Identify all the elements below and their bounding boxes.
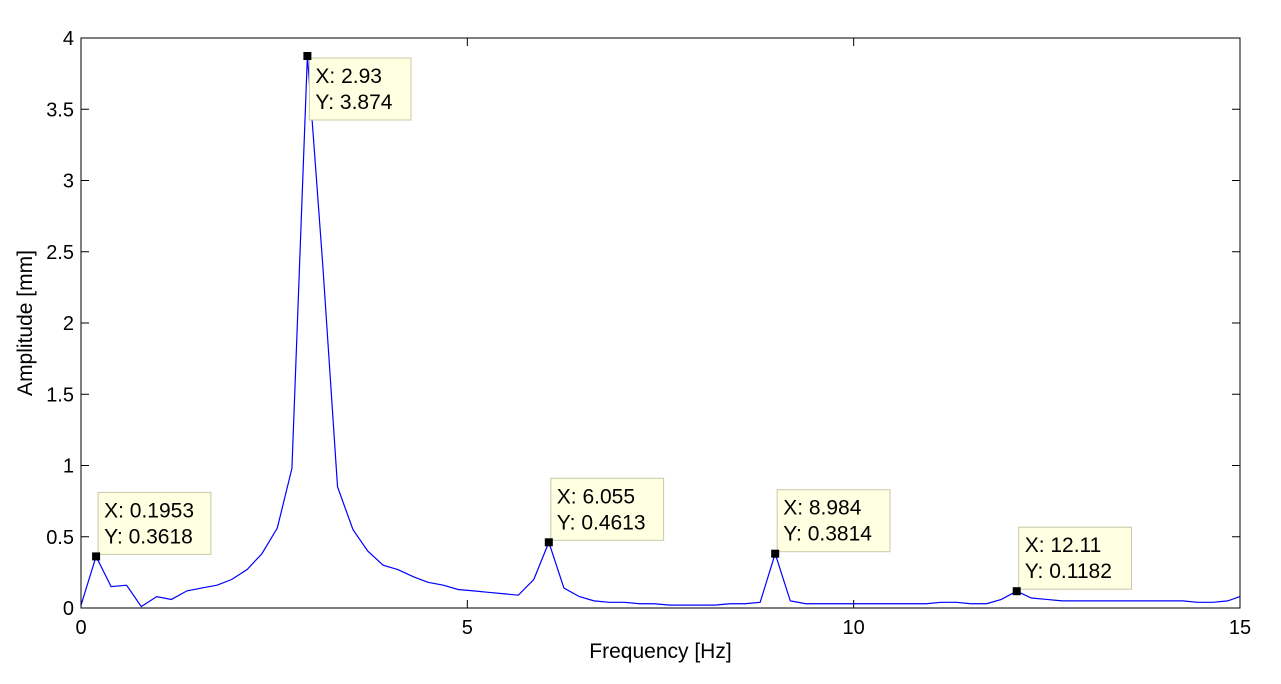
y-tick-label: 4 [63,28,74,50]
series-line-0 [80,55,1241,608]
datatip[interactable]: X: 2.93 Y: 3.874 [303,52,412,121]
datatip-x-label: X: 2.93 [315,65,382,88]
datatip-y-label: Y: 0.1182 [1025,560,1112,583]
x-tick-label: 0 [75,617,86,639]
datatip-x-label: X: 8.984 [783,497,862,520]
y-tick-label: 1.5 [46,384,74,406]
datatip-x-label: X: 6.055 [557,485,635,508]
datatip-x-label: X: 12.11 [1025,534,1102,557]
datatip-box [776,489,891,553]
datatip-y-label: Y: 0.3814 [783,523,872,546]
datatip-marker[interactable] [92,552,101,561]
x-tick-label: 5 [462,617,473,639]
datatips-layer: X: 0.1953 Y: 0.3618 X: 2.93 Y: 3.874 X: 6.05… [92,52,1133,596]
datatip-marker[interactable] [303,52,312,60]
y-tick-label: 1 [63,456,74,478]
datatip-marker[interactable] [544,538,553,547]
y-tick-label: 3.5 [46,99,74,121]
y-tick-label: 2.5 [46,242,74,264]
axis-ticks: 0 5 10 15 0 0.5 1 1.5 2 2.5 3 3.5 4 [46,28,1251,639]
datatip[interactable]: X: 12.11 Y: 0.1182 [1012,526,1133,596]
datatip-box [308,57,412,121]
y-tick-label: 3 [63,171,74,193]
datatip-box [1018,526,1133,590]
datatip[interactable]: X: 0.1953 Y: 0.3618 [92,491,212,561]
datatip-y-label: Y: 0.4613 [557,511,646,534]
y-axis-label: Amplitude [mm] [14,250,37,396]
datatip[interactable]: X: 6.055 Y: 0.4613 [544,477,665,547]
y-tick-label: 2 [63,313,74,335]
x-axis-label: Frequency [Hz] [589,640,731,663]
datatip-y-label: Y: 3.874 [315,91,392,114]
y-tick-label: 0 [63,598,74,620]
datatip-box [550,477,665,541]
datatip-marker[interactable] [771,549,780,558]
x-tick-label: 10 [843,617,865,639]
x-tick-label: 15 [1229,617,1251,639]
y-tick-label: 0.5 [46,527,74,549]
datatip[interactable]: X: 8.984 Y: 0.3814 [771,489,891,558]
datatip-x-label: X: 0.1953 [104,499,194,522]
datatip-box [97,491,212,555]
series-layer [80,55,1241,608]
datatip-y-label: Y: 0.3618 [104,525,193,548]
datatip-marker[interactable] [1012,587,1021,596]
